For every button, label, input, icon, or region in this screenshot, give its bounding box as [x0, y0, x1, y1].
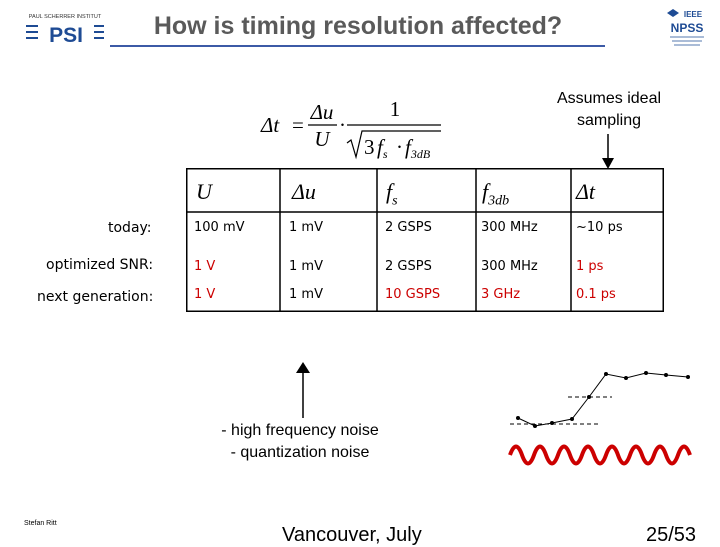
cell-optimized-u: 1 V [194, 259, 216, 274]
cell-today-du: 1 mV [289, 220, 323, 235]
noise-item-high-frequency: - high frequency noise [221, 422, 379, 439]
formula-fs: f [377, 135, 386, 159]
cell-next-du: 1 mV [289, 287, 323, 302]
page-number: 25/53 [646, 524, 697, 546]
formula-one: 1 [390, 97, 401, 121]
down-arrow-icon [602, 134, 614, 169]
formula-root-coef: 3 [364, 135, 375, 159]
assumption-line-2: sampling [576, 112, 642, 129]
title-divider [110, 45, 605, 47]
formula-dot-2: · [396, 135, 403, 159]
cell-today-u: 100 mV [194, 220, 245, 235]
up-arrow-icon [296, 362, 310, 418]
formula-delta-u: Δu [310, 100, 334, 124]
noise-wave [508, 444, 692, 466]
assumption-line-1: Assumes ideal [556, 90, 662, 107]
row-label-next-generation: next generation: [37, 289, 154, 305]
cell-next-u: 1 V [194, 287, 216, 302]
cell-next-f3db: 3 GHz [481, 287, 521, 302]
svg-text:f3dB: f3dB [405, 135, 431, 161]
formula-equals: = [292, 113, 304, 137]
cell-today-f3db: 300 MHz [481, 220, 538, 235]
svg-text:fs: fs [377, 135, 388, 161]
cell-next-fs: 10 GSPS [385, 287, 441, 302]
cell-optimized-du: 1 mV [289, 259, 323, 274]
cell-optimized-fs: 2 GSPS [385, 259, 432, 274]
noise-sources-list: - high frequency noise - quantization no… [180, 420, 420, 464]
header-f3db-sub: 3db [488, 193, 510, 209]
formula-f3db-sub: 3dB [410, 147, 431, 161]
row-label-today: today: [108, 220, 152, 236]
header-voltage: U [196, 179, 212, 204]
parameter-table-grid [186, 168, 664, 312]
sampled-edge-illustration [508, 371, 692, 466]
header-delta-t: Δt [576, 179, 596, 204]
header-fs: f [386, 179, 393, 204]
cell-today-fs: 2 GSPS [385, 220, 432, 235]
header-bandwidth: f3db [482, 179, 509, 209]
psi-logo-mark: PSI [49, 24, 83, 47]
noise-item-quantization: - quantization noise [230, 444, 370, 461]
slide-title: How is timing resolution affected? [153, 12, 563, 40]
cell-optimized-dt: 1 ps [576, 259, 604, 274]
ieee-npss-logo: IEEE NPSS [667, 9, 704, 46]
cell-optimized-f3db: 300 MHz [481, 259, 538, 274]
psi-logo: PAUL SCHERRER INSTITUT PSI [24, 10, 106, 48]
footer-author: Stefan Ritt [24, 520, 57, 527]
cell-today-dt: ~10 ps [576, 220, 623, 235]
header-f3db: f [482, 179, 489, 204]
npss-logo-text: NPSS [671, 21, 704, 35]
header-sampling-rate: fs [386, 179, 398, 209]
formula-fs-sub: s [383, 147, 388, 161]
assumption-note: Assumes ideal sampling [548, 88, 670, 132]
formula-f3db: f [405, 135, 414, 159]
header-delta-u: Δu [292, 179, 316, 204]
footer-venue: Vancouver, July [282, 524, 422, 546]
cell-next-dt: 0.1 ps [576, 287, 616, 302]
row-label-optimized-snr: optimized SNR: [46, 257, 154, 273]
ieee-logo-text: IEEE [684, 10, 703, 19]
timing-resolution-formula: Δt = Δu U · 1 3 fs · f3dB [260, 97, 441, 161]
formula-dot: · [339, 113, 346, 137]
header-fs-sub: s [392, 193, 398, 209]
psi-logo-caption: PAUL SCHERRER INSTITUT [29, 14, 102, 20]
formula-u: U [314, 127, 331, 151]
formula-delta-t: Δt [260, 113, 280, 137]
